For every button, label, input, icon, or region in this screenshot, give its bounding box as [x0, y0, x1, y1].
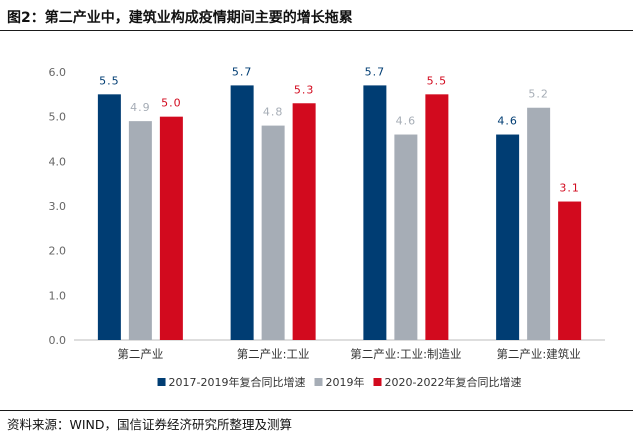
legend-swatch [314, 378, 323, 386]
legend-label: 2020-2022年复合同比增速 [385, 375, 522, 389]
bar-value-label: 4.6 [396, 115, 417, 128]
legend-item: 2020-2022年复合同比增速 [373, 375, 522, 389]
bar [425, 94, 449, 340]
bar [558, 201, 582, 340]
bar-value-label: 4.8 [263, 106, 284, 119]
bar [363, 85, 387, 341]
category-label: 第二产业:工业:制造业 [350, 347, 461, 361]
legend-swatch [373, 378, 382, 386]
category-label: 第二产业:建筑业 [496, 347, 580, 361]
bar-value-label: 3.1 [559, 182, 580, 195]
category-label: 第二产业:工业 [237, 347, 310, 361]
bar-value-label: 5.5 [427, 74, 448, 87]
bar-value-label: 5.7 [232, 65, 253, 78]
y-tick-label: 4.0 [49, 155, 67, 168]
source-note: 资料来源：WIND，国信证券经济研究所整理及测算 [7, 417, 293, 432]
bar-value-label: 5.0 [161, 97, 182, 110]
bar [261, 125, 285, 340]
data-labels: 5.5 4.9 5.0 5.7 4.8 5.3 5.7 4.6 5.5 4.6 5.2 3.1 [99, 65, 580, 195]
category-labels: 第二产业 第二产业:工业 第二产业:工业:制造业 第二产业:建筑业 [117, 347, 580, 361]
y-axis-labels: 0.0 1.0 2.0 3.0 4.0 5.0 6.0 [49, 66, 67, 347]
legend-swatch [157, 378, 166, 386]
bar [394, 134, 418, 340]
bar-value-label: 4.9 [130, 101, 151, 114]
y-tick-label: 3.0 [49, 200, 67, 213]
bars [97, 85, 582, 341]
bar [527, 107, 551, 340]
source-divider [0, 410, 633, 411]
bar [292, 103, 316, 341]
bar [230, 85, 254, 341]
legend-item: 2017-2019年复合同比增速 [157, 375, 306, 389]
legend-item: 2019年 [314, 375, 365, 389]
bar [159, 116, 183, 341]
bar-value-label: 5.7 [365, 65, 386, 78]
y-tick-label: 6.0 [49, 66, 67, 79]
legend-label: 2019年 [326, 375, 365, 389]
bar-value-label: 5.5 [99, 74, 120, 87]
category-label: 第二产业 [117, 347, 163, 361]
legend: 2017-2019年复合同比增速 2019年 2020-2022年复合同比增速 [157, 375, 522, 389]
bar-value-label: 5.3 [294, 83, 315, 96]
y-tick-label: 1.0 [49, 289, 67, 302]
bar [128, 121, 152, 340]
y-tick-label: 0.0 [49, 334, 67, 347]
y-tick-label: 5.0 [49, 111, 67, 124]
bar [97, 94, 121, 340]
bar-value-label: 5.2 [528, 88, 549, 101]
title-divider [0, 30, 633, 31]
bar-value-label: 4.6 [497, 115, 518, 128]
legend-label: 2017-2019年复合同比增速 [169, 375, 306, 389]
bar [496, 134, 520, 340]
bar-chart: 0.0 1.0 2.0 3.0 4.0 5.0 6.0 5.5 4.9 5.0 5.7 4.8 5.3… [49, 65, 605, 389]
y-tick-label: 2.0 [49, 245, 67, 258]
chart-title: 图2：第二产业中，建筑业构成疫情期间主要的增长拖累 [7, 10, 353, 26]
